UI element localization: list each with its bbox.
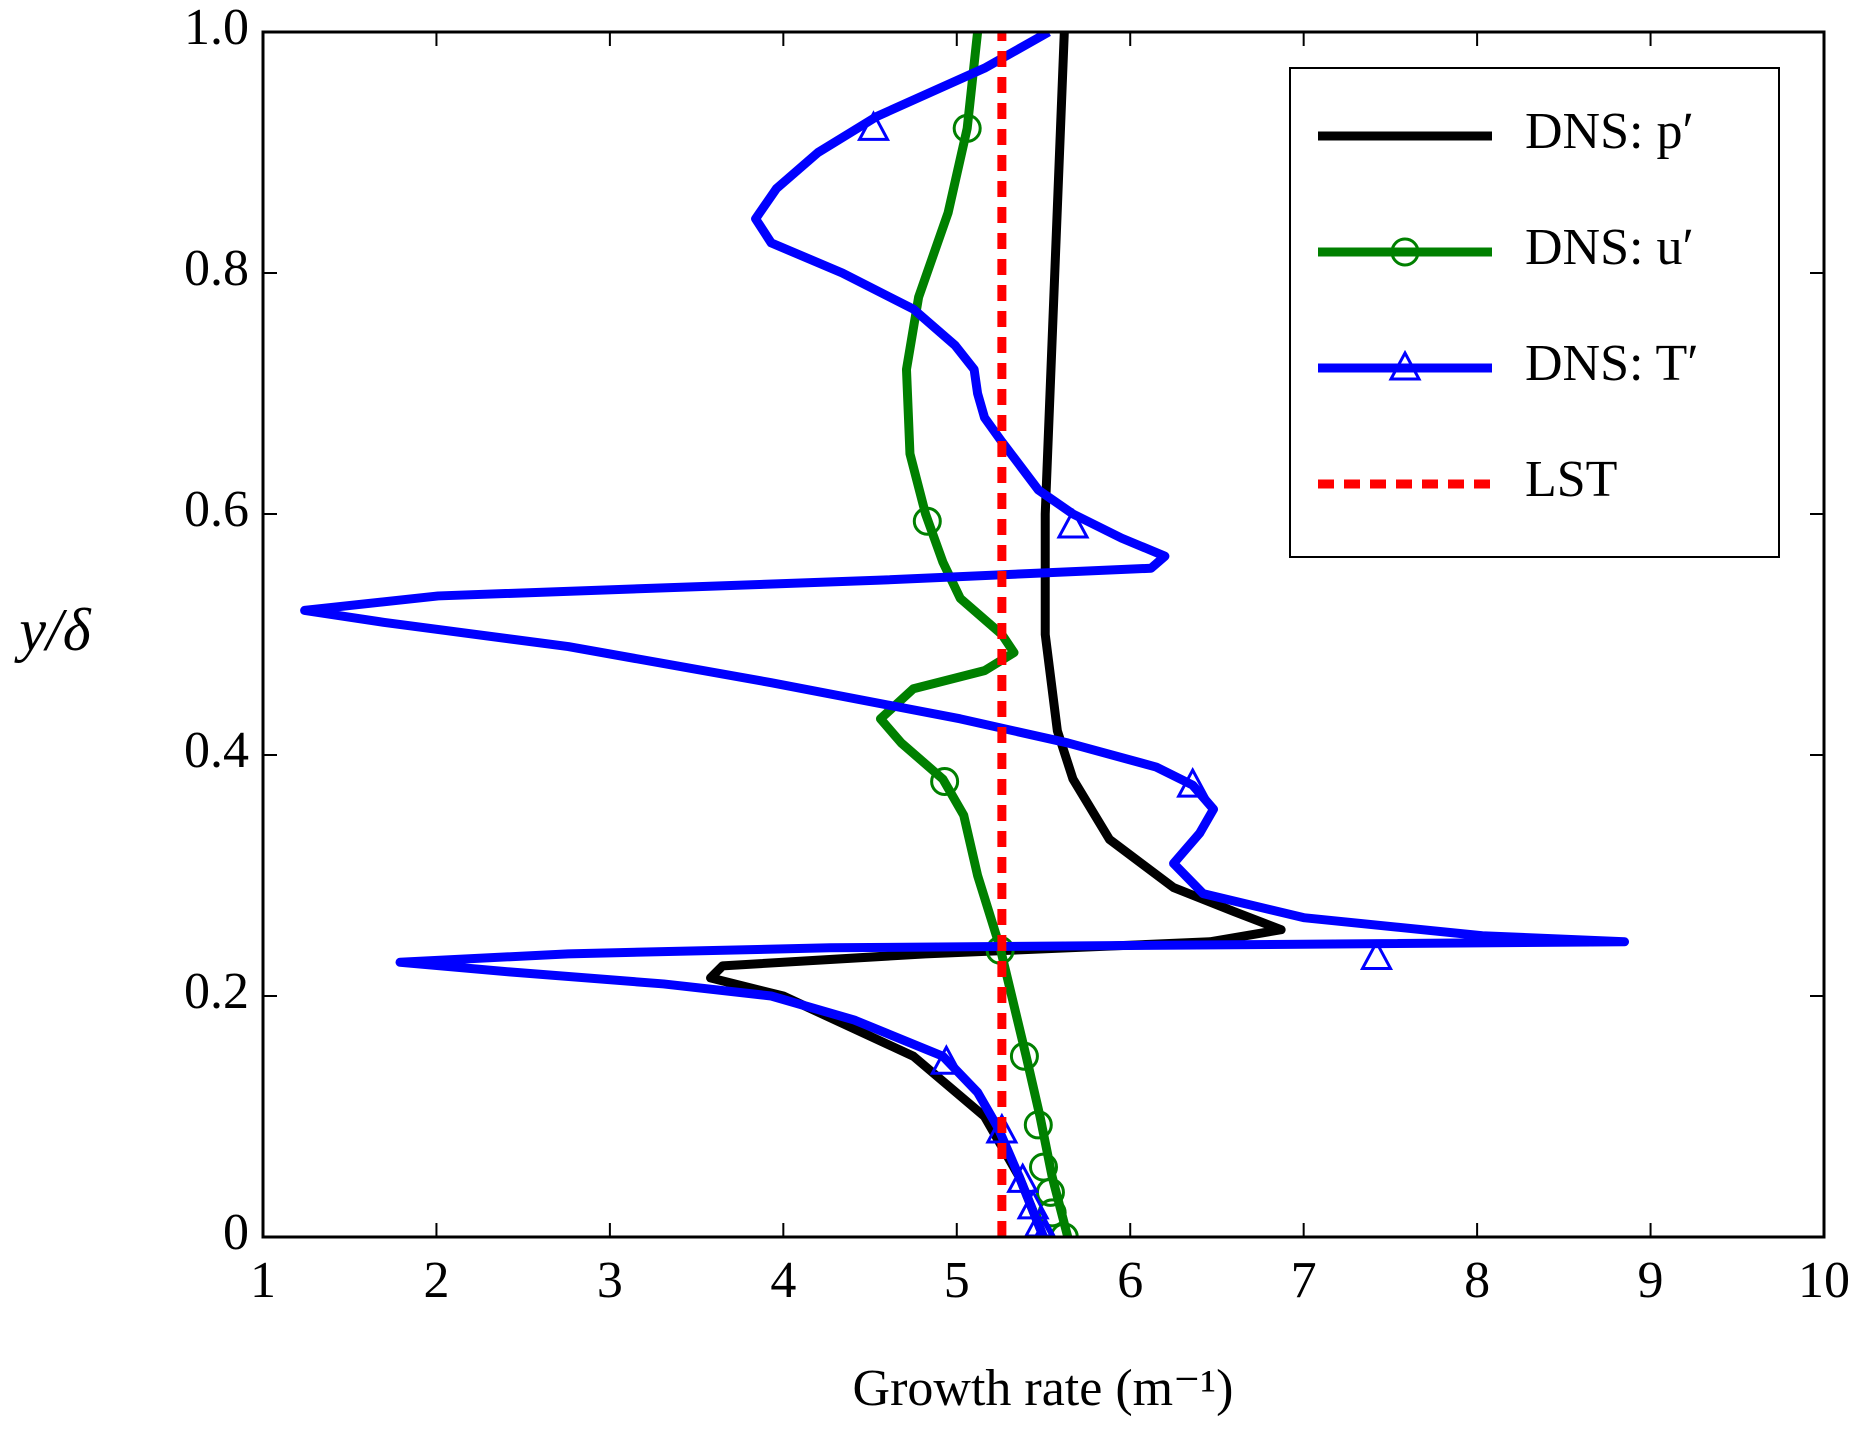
marker — [1006, 1162, 1040, 1193]
x-axis-title: Growth rate (m⁻¹) — [853, 1360, 1234, 1417]
plot-area — [300, 32, 1630, 1237]
legend-label: DNS: p′ — [1525, 103, 1694, 160]
x-tick-label: 4 — [770, 1252, 796, 1309]
marker — [1056, 507, 1090, 539]
y-tick-label: 0.6 — [184, 481, 249, 538]
y-tick-label: 0 — [223, 1204, 249, 1261]
x-tick-label: 5 — [944, 1252, 970, 1309]
marker — [1359, 939, 1394, 970]
x-tick-label: 6 — [1117, 1252, 1143, 1309]
marker — [1390, 237, 1420, 267]
legend-label: DNS: T′ — [1525, 335, 1699, 392]
marker — [1033, 1218, 1054, 1237]
marker — [1176, 766, 1210, 798]
marker — [1009, 1041, 1039, 1071]
marker — [929, 1044, 963, 1075]
y-tick-label: 0.8 — [184, 240, 249, 297]
x-tick-label: 1 — [250, 1252, 276, 1309]
series-line — [875, 32, 1073, 1237]
y-tick-label: 1.0 — [184, 0, 249, 56]
marker — [1016, 1188, 1050, 1220]
marker — [1023, 1110, 1053, 1140]
y-tick-label: 0.2 — [184, 963, 249, 1020]
x-tick-label: 3 — [597, 1252, 623, 1309]
marker — [985, 1112, 1019, 1144]
x-tick-label: 10 — [1798, 1252, 1850, 1309]
legend-label: DNS: u′ — [1525, 219, 1694, 276]
y-axis-title: y/δ — [13, 597, 91, 663]
x-tick-label: 9 — [1638, 1252, 1664, 1309]
marker — [930, 767, 960, 797]
series-line — [300, 32, 1630, 1237]
marker — [1049, 1222, 1079, 1237]
y-tick-label: 0.4 — [184, 722, 249, 779]
marker — [912, 506, 942, 536]
x-tick-label: 8 — [1464, 1252, 1490, 1309]
plot-frame — [261, 30, 1826, 1239]
x-tick-label: 2 — [423, 1252, 449, 1309]
series-line — [705, 32, 1286, 1237]
legend-box — [1289, 67, 1780, 558]
marker — [857, 110, 891, 141]
marker — [952, 113, 982, 143]
marker — [1388, 349, 1422, 381]
x-tick-label: 7 — [1291, 1252, 1317, 1309]
legend-label: LST — [1525, 451, 1617, 508]
